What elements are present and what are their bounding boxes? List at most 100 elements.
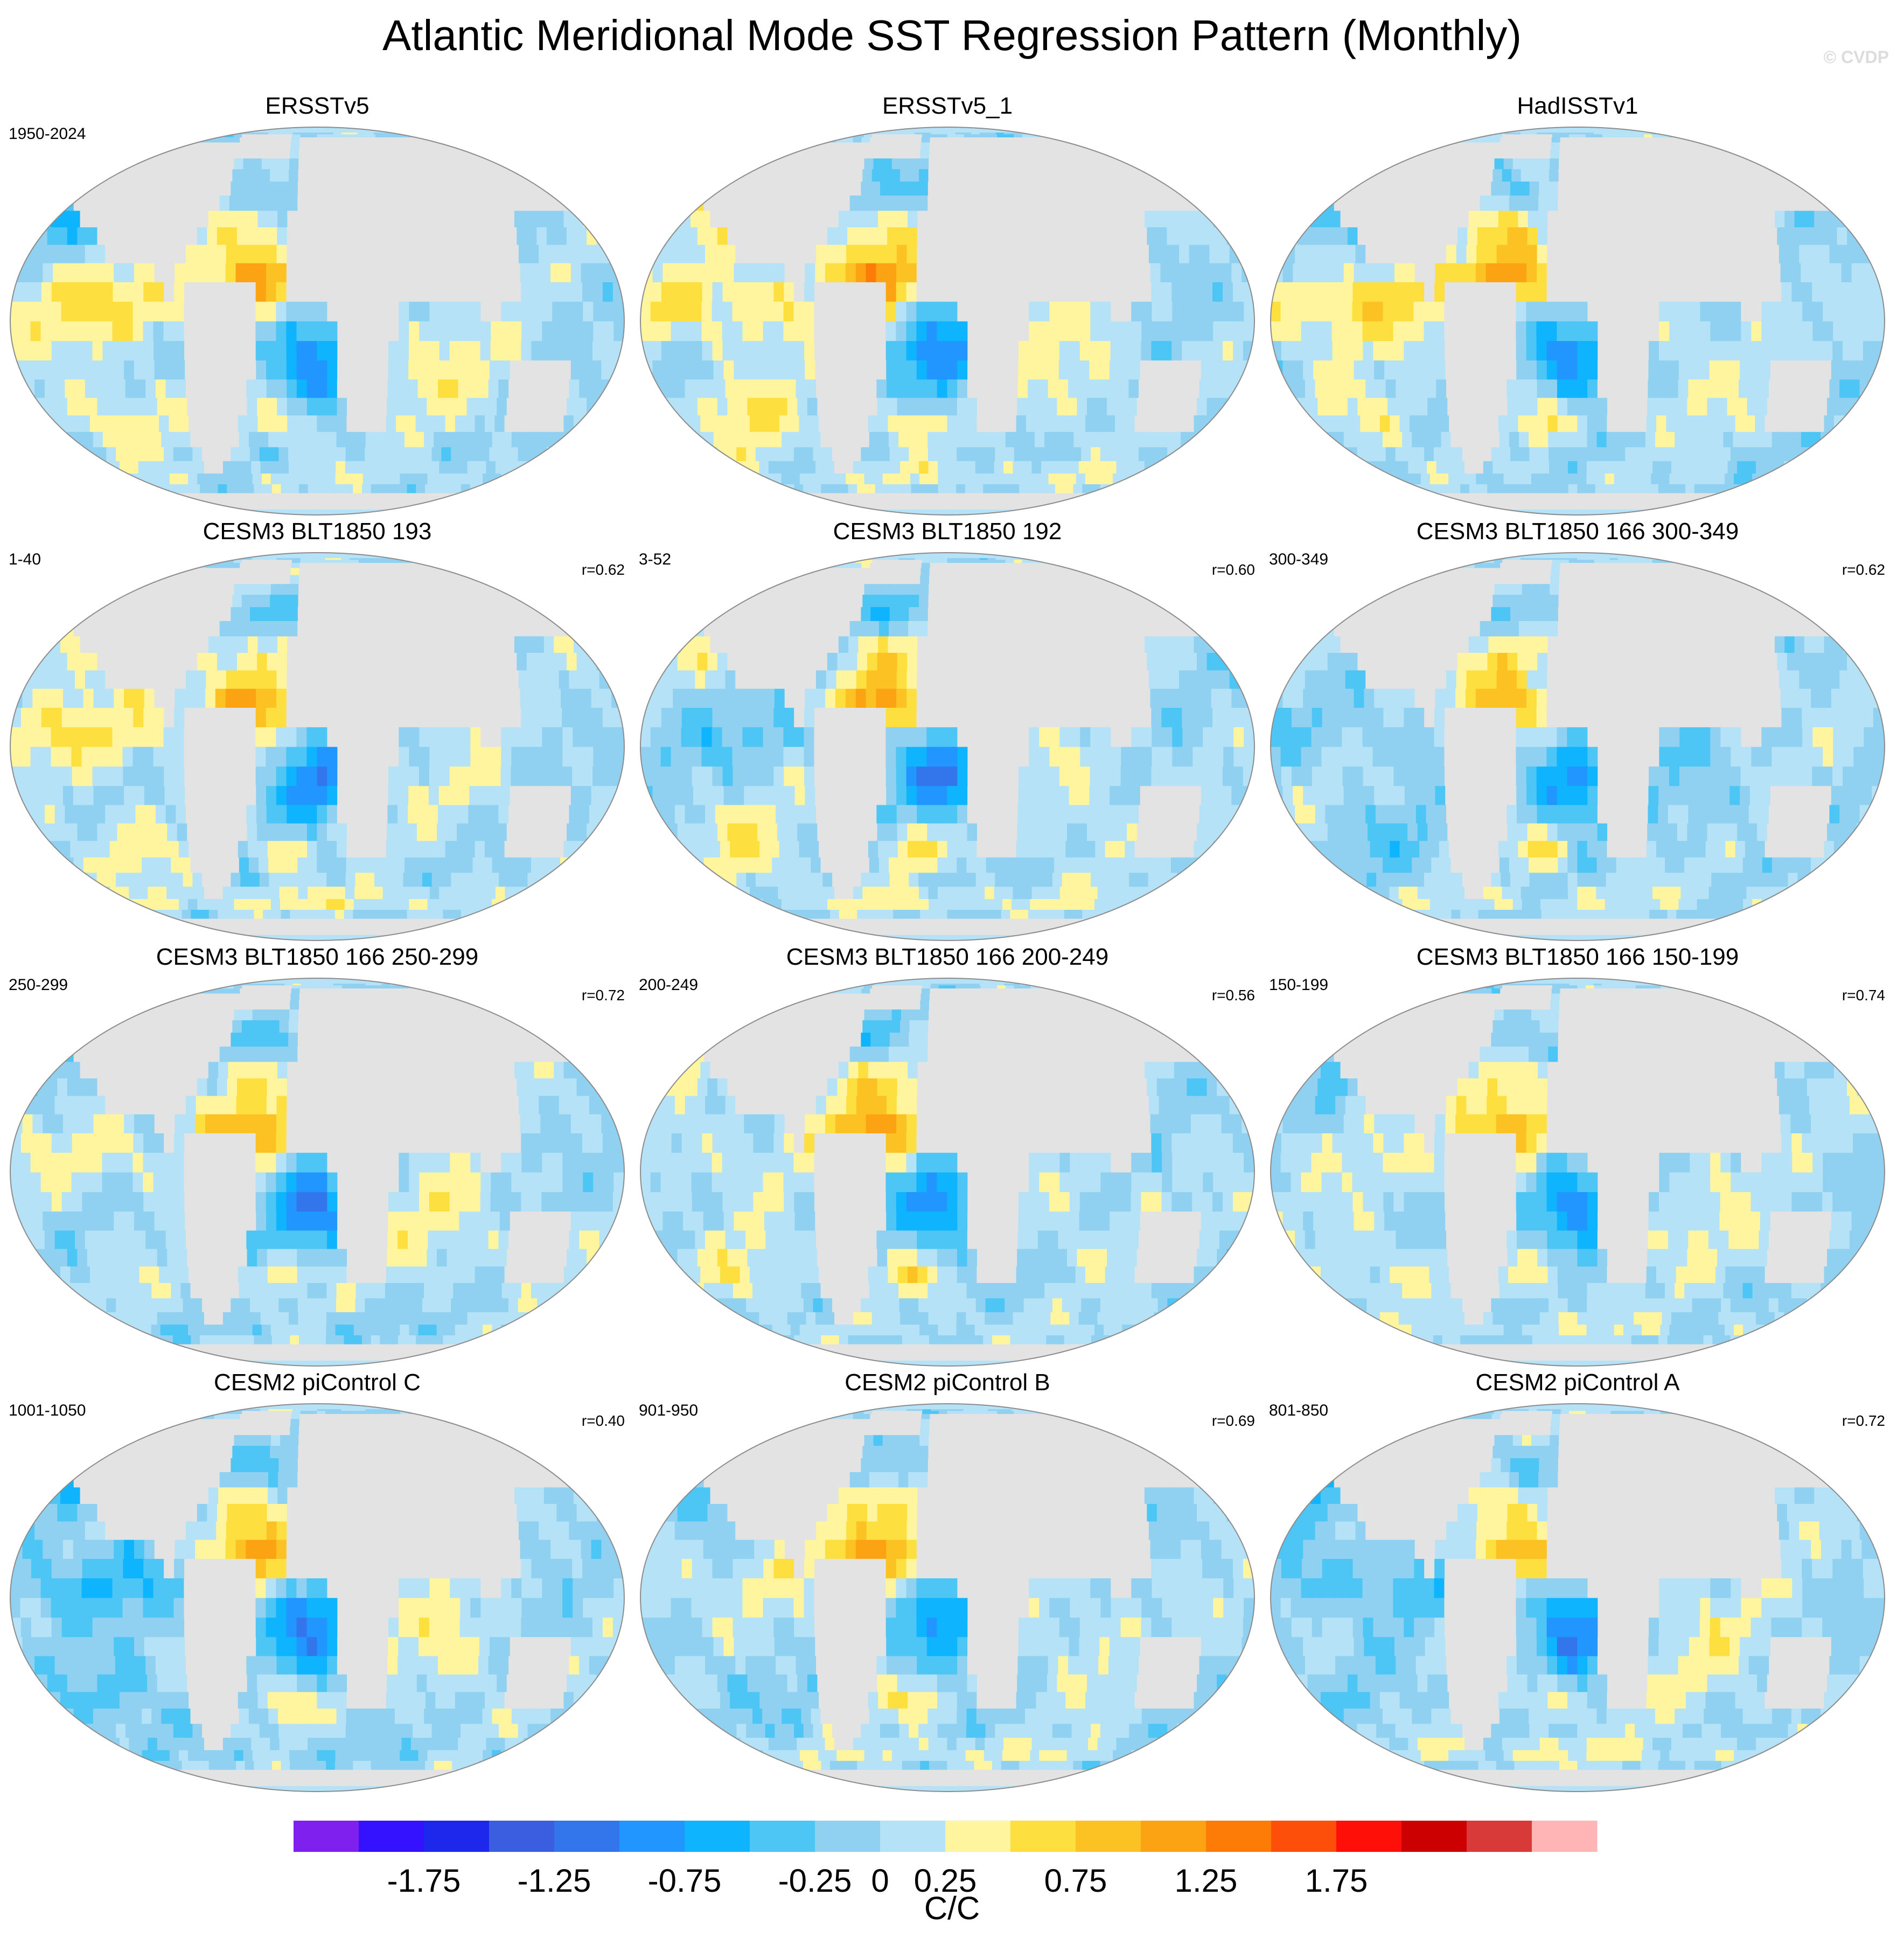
land-cell: [824, 142, 834, 150]
land-cell: [458, 168, 468, 182]
sst-cell: [1057, 397, 1068, 416]
sst-cell: [1202, 281, 1213, 302]
land-cell: [208, 149, 219, 159]
land-cell: [533, 149, 543, 159]
sst-cell: [158, 134, 168, 138]
land-cell: [343, 499, 352, 506]
land-cell: [519, 157, 529, 170]
land-cell: [492, 142, 503, 150]
land-cell: [547, 157, 557, 170]
sst-cell: [1559, 472, 1569, 485]
sst-cell: [489, 447, 500, 462]
land-cell: [1546, 262, 1558, 282]
sst-cell: [20, 281, 32, 302]
land-cell: [1638, 281, 1650, 302]
sst-cell: [1655, 431, 1666, 448]
land-cell: [137, 499, 147, 506]
sst-cell: [965, 483, 975, 493]
sst-cell: [399, 301, 410, 322]
land-cell: [1787, 397, 1798, 416]
sst-cell: [1807, 226, 1818, 245]
sst-cell: [422, 133, 431, 135]
land-cell: [267, 134, 276, 138]
land-cell: [1196, 180, 1206, 196]
land-cell: [834, 320, 846, 342]
sst-cell: [1182, 320, 1194, 342]
land-cell: [1654, 180, 1664, 196]
sst-cell: [1303, 360, 1314, 380]
land-cell: [1667, 226, 1678, 245]
sst-cell: [720, 133, 729, 135]
land-cell: [575, 180, 586, 196]
land-cell: [420, 168, 431, 182]
land-cell: [1140, 262, 1151, 282]
land-cell: [1383, 194, 1393, 211]
land-cell: [462, 136, 472, 143]
land-cell: [975, 168, 986, 182]
sst-cell: [1844, 210, 1854, 227]
sst-cell: [427, 472, 437, 485]
land-cell: [1607, 360, 1619, 380]
land-cell: [1557, 262, 1568, 282]
land-cell: [307, 194, 318, 211]
land-cell: [552, 507, 561, 510]
sst-cell: [1149, 472, 1160, 485]
land-cell: [1616, 415, 1628, 432]
sst-cell: [1701, 447, 1712, 462]
sst-cell: [1861, 262, 1873, 282]
land-cell: [59, 157, 69, 170]
land-cell: [1030, 157, 1040, 170]
land-cell: [1229, 194, 1240, 211]
sst-cell: [858, 210, 869, 227]
sst-cell: [1721, 447, 1732, 462]
sst-cell: [1596, 460, 1606, 474]
sst-cell: [317, 397, 328, 416]
land-cell: [1057, 157, 1068, 170]
sst-cell: [1658, 483, 1668, 493]
sst-cell: [1285, 431, 1296, 448]
land-cell: [161, 194, 172, 211]
sst-cell: [677, 397, 688, 416]
sst-cell: [767, 136, 777, 143]
sst-cell: [114, 360, 125, 380]
land-cell: [282, 499, 292, 506]
sst-cell: [1233, 210, 1244, 227]
land-cell: [789, 142, 799, 150]
land-cell: [719, 492, 728, 500]
land-cell: [1139, 504, 1148, 508]
land-cell: [895, 499, 905, 506]
sst-cell: [609, 379, 620, 398]
sst-cell: [784, 136, 794, 143]
sst-cell: [414, 133, 423, 135]
sst-cell: [451, 447, 462, 462]
land-cell: [337, 320, 348, 342]
sst-cell: [1718, 379, 1729, 398]
land-cell: [701, 492, 711, 500]
sst-cell: [1646, 415, 1657, 432]
sst-cell: [562, 301, 574, 322]
sst-cell: [700, 415, 711, 432]
land-cell: [1465, 360, 1477, 380]
sst-cell: [215, 472, 226, 485]
sst-cell: [1567, 431, 1578, 448]
land-cell: [1427, 226, 1438, 245]
sst-cell: [1145, 483, 1155, 493]
land-cell: [1001, 149, 1011, 159]
land-cell: [371, 149, 381, 159]
sst-cell: [1036, 133, 1045, 135]
sst-cell: [997, 134, 1006, 138]
sst-cell: [888, 194, 899, 211]
sst-cell: [1666, 415, 1677, 432]
land-cell: [1823, 492, 1833, 500]
land-cell: [977, 415, 987, 432]
land-cell: [327, 244, 338, 263]
land-cell: [1655, 194, 1666, 211]
sst-cell: [1299, 447, 1310, 462]
land-cell: [1423, 507, 1432, 510]
sst-cell: [419, 320, 430, 342]
land-cell: [1698, 244, 1709, 263]
land-cell: [190, 194, 201, 211]
panel-title: ERSSTv5: [0, 92, 634, 121]
land-cell: [287, 226, 298, 245]
sst-cell: [1322, 340, 1333, 361]
